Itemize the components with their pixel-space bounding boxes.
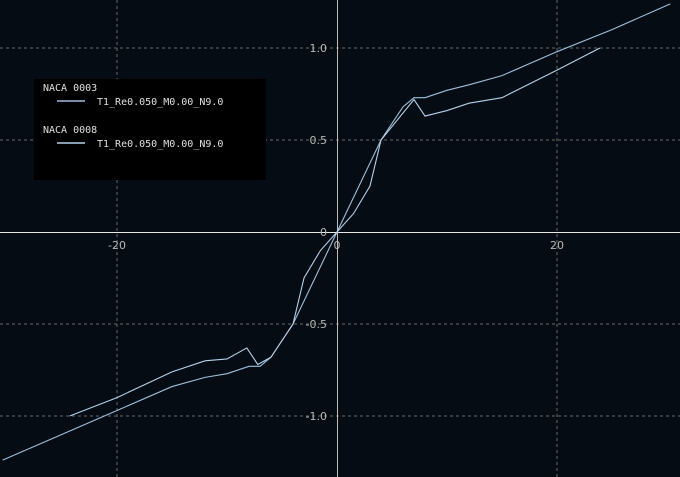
y-tick-label: 1.0 xyxy=(310,42,328,55)
y-tick-label: 0 xyxy=(320,226,327,239)
series-line-2 xyxy=(69,47,601,417)
x-tick-label: -20 xyxy=(108,239,126,252)
y-tick-label: -0.5 xyxy=(306,318,327,331)
legend-group-label: NACA 0003 xyxy=(43,83,97,94)
legend-group-label: NACA 0008 xyxy=(43,125,97,136)
y-tick-label: 0.5 xyxy=(310,134,328,147)
y-tick-label: -1.0 xyxy=(306,410,327,423)
legend-series-label: T1_Re0.050_M0.00_N9.0 xyxy=(97,97,223,108)
x-tick-label: 0 xyxy=(334,239,341,252)
legend-series-label: T1_Re0.050_M0.00_N9.0 xyxy=(97,139,223,150)
series-group xyxy=(2,3,671,461)
tick-labels: -20 0 20 -1.0 -0.5 0 0.5 1.0 xyxy=(108,42,564,423)
x-tick-label: 20 xyxy=(550,239,564,252)
legend-box xyxy=(34,79,266,180)
